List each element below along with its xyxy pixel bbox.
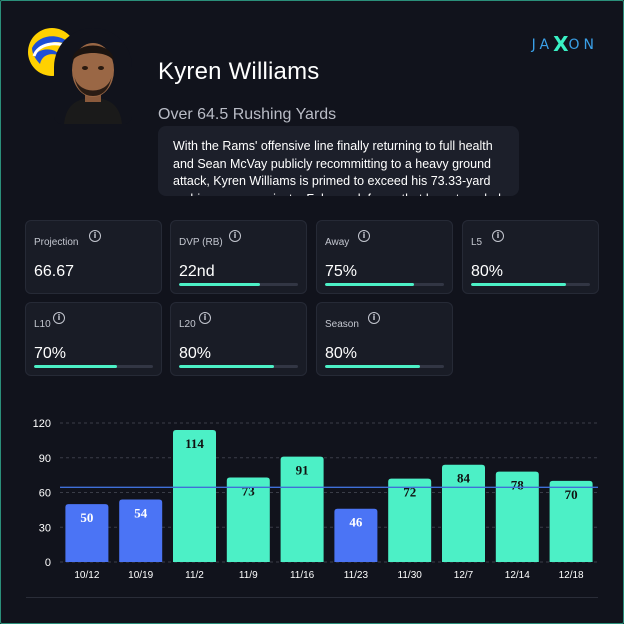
bar-value-label: 73 bbox=[242, 483, 256, 498]
stat-value: 22nd bbox=[179, 263, 215, 280]
bar-value-label: 114 bbox=[185, 436, 204, 451]
stat-value: 80% bbox=[325, 345, 358, 362]
brand-left: JA bbox=[531, 37, 554, 53]
chart-bar[interactable] bbox=[226, 477, 270, 562]
stat-progress-track bbox=[179, 365, 298, 368]
divider bbox=[26, 597, 598, 598]
player-name: Kyren Williams bbox=[158, 58, 320, 85]
bar-value-label: 91 bbox=[296, 463, 309, 478]
brand-x: X bbox=[553, 32, 569, 56]
stat-card[interactable]: Away i 75% bbox=[316, 220, 453, 294]
chart-bar[interactable] bbox=[442, 464, 485, 562]
stat-value: 75% bbox=[325, 263, 358, 280]
stat-card[interactable]: L10 i 70% bbox=[25, 302, 162, 376]
brand-logo: JAXON bbox=[531, 30, 598, 56]
chart-bar[interactable] bbox=[65, 504, 109, 562]
stat-label: L5 bbox=[471, 237, 483, 248]
chart-bar[interactable] bbox=[119, 499, 163, 562]
stat-value: 80% bbox=[179, 345, 212, 362]
stat-progress-track bbox=[179, 283, 298, 286]
prop-line: Over 64.5 Rushing Yards bbox=[158, 106, 337, 123]
bar-value-label: 84 bbox=[457, 471, 471, 486]
y-tick-label: 120 bbox=[33, 418, 51, 430]
info-icon[interactable]: i bbox=[358, 230, 370, 242]
chart-bar[interactable] bbox=[280, 456, 324, 562]
chart-bar[interactable] bbox=[173, 429, 216, 562]
x-tick-label: 11/23 bbox=[344, 570, 369, 581]
chart-bar[interactable] bbox=[388, 478, 432, 562]
game-log-chart: 0 30 60 90 120 50 10/12 54 10/19 114 11/2 73 11/9 91 1… bbox=[33, 418, 598, 581]
stat-progress-fill bbox=[325, 365, 421, 368]
player-headshot bbox=[54, 28, 132, 124]
x-tick-label: 10/19 bbox=[128, 570, 153, 581]
x-tick-label: 12/18 bbox=[559, 570, 584, 581]
stat-progress-track bbox=[325, 283, 444, 286]
stat-label: Away bbox=[325, 237, 350, 248]
chart-bar[interactable] bbox=[549, 480, 593, 562]
stat-label: DVP (RB) bbox=[179, 237, 223, 248]
stat-card[interactable]: L20 i 80% bbox=[170, 302, 307, 376]
info-icon[interactable]: i bbox=[89, 230, 101, 242]
bar-value-label: 50 bbox=[80, 510, 93, 525]
y-tick-label: 90 bbox=[39, 453, 51, 465]
stat-progress-fill bbox=[179, 365, 275, 368]
stat-value: 70% bbox=[34, 345, 67, 362]
stat-value: 80% bbox=[471, 263, 504, 280]
stat-label: Season bbox=[325, 319, 359, 330]
bar-value-label: 70 bbox=[565, 487, 578, 502]
stat-label: L20 bbox=[179, 319, 196, 330]
stat-progress-fill bbox=[179, 283, 260, 286]
info-icon[interactable]: i bbox=[229, 230, 241, 242]
stat-label: L10 bbox=[34, 319, 51, 330]
stat-progress-fill bbox=[34, 365, 118, 368]
brand-right: ON bbox=[568, 37, 598, 53]
y-tick-label: 60 bbox=[39, 488, 51, 500]
info-icon[interactable]: i bbox=[368, 312, 380, 324]
x-tick-label: 11/16 bbox=[290, 570, 315, 581]
stat-card[interactable]: L5 i 80% bbox=[462, 220, 599, 294]
chart-bar[interactable] bbox=[495, 471, 539, 562]
y-tick-label: 30 bbox=[39, 522, 51, 534]
stat-progress-fill bbox=[471, 283, 567, 286]
stat-progress-track bbox=[34, 365, 153, 368]
analysis-text[interactable]: With the Rams' offensive line finally re… bbox=[158, 126, 519, 196]
stat-progress-track bbox=[471, 283, 590, 286]
stat-progress-track bbox=[325, 365, 444, 368]
bar-value-label: 72 bbox=[403, 485, 416, 500]
info-icon[interactable]: i bbox=[492, 230, 504, 242]
x-tick-label: 12/14 bbox=[505, 570, 530, 581]
x-tick-label: 12/7 bbox=[454, 570, 474, 581]
stat-label: Projection bbox=[34, 237, 79, 248]
x-tick-label: 11/30 bbox=[398, 570, 423, 581]
bar-value-label: 46 bbox=[349, 515, 363, 530]
info-icon[interactable]: i bbox=[53, 312, 65, 324]
stat-value: 66.67 bbox=[34, 263, 75, 280]
x-tick-label: 11/9 bbox=[239, 570, 258, 581]
stat-card[interactable]: DVP (RB) i 22nd bbox=[170, 220, 307, 294]
bar-value-label: 78 bbox=[511, 478, 525, 493]
info-icon[interactable]: i bbox=[199, 312, 211, 324]
x-tick-label: 10/12 bbox=[74, 570, 99, 581]
stat-progress-fill bbox=[325, 283, 415, 286]
y-tick-label: 0 bbox=[45, 557, 51, 569]
chart-bar[interactable] bbox=[334, 508, 378, 562]
x-tick-label: 11/2 bbox=[185, 570, 204, 581]
stat-card[interactable]: Projection i 66.67 bbox=[25, 220, 162, 294]
bar-value-label: 54 bbox=[134, 505, 148, 520]
stat-card[interactable]: Season i 80% bbox=[316, 302, 453, 376]
